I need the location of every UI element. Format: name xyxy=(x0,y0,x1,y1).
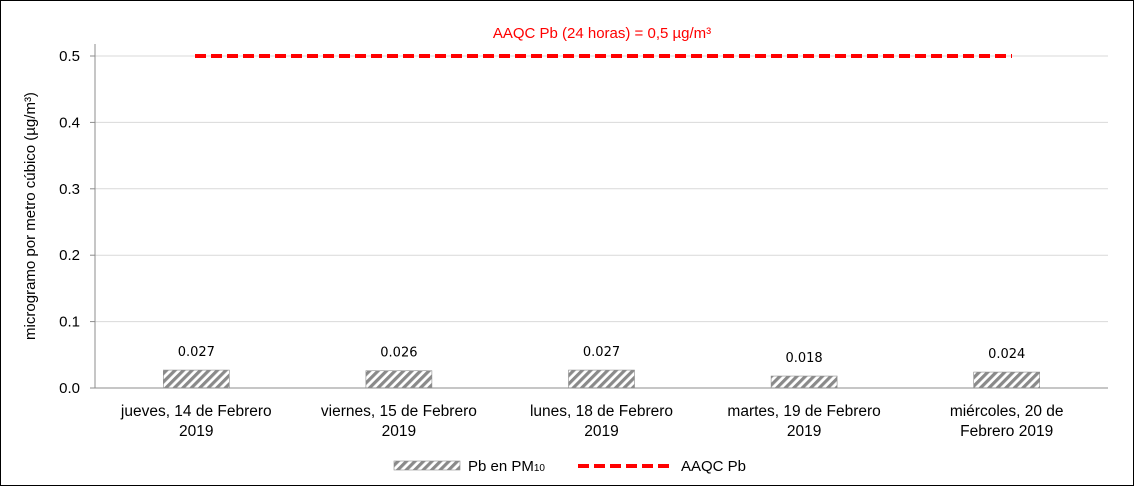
y-axis-title: microgramo por metro cúbico (µg/m³) xyxy=(22,92,39,340)
y-tick-label: 0.3 xyxy=(59,181,80,198)
y-tick-label: 0.1 xyxy=(59,314,80,331)
legend-label-reference: AAQC Pb xyxy=(681,458,746,475)
category-label: jueves, 14 de Febrero 2019 xyxy=(120,403,272,440)
category-label: miércoles, 20 de Febrero 2019 xyxy=(950,403,1064,440)
data-label: 0.027 xyxy=(178,345,215,360)
bar xyxy=(365,370,433,389)
bar xyxy=(163,369,230,389)
category-labels: jueves, 14 de Febrero 2019 viernes, 15 de … xyxy=(120,403,1064,440)
category-label: viernes, 15 de Febrero 2019 xyxy=(321,403,477,440)
data-label: 0.026 xyxy=(380,346,417,361)
bar xyxy=(973,371,1041,389)
legend: Pb en PM10 AAQC Pb xyxy=(393,458,746,475)
legend-label-bars: Pb en PM10 xyxy=(468,458,545,475)
reference-annotation: AAQC Pb (24 horas) = 0,5 µg/m³ xyxy=(493,25,711,42)
category-label: lunes, 18 de Febrero 2019 xyxy=(530,403,673,440)
data-label: 0.024 xyxy=(988,347,1025,362)
category-label: martes, 19 de Febrero 2019 xyxy=(727,403,880,440)
bar xyxy=(770,375,838,389)
y-tick-label: 0.2 xyxy=(59,247,80,264)
bar xyxy=(568,369,635,389)
data-label: 0.027 xyxy=(583,345,620,360)
y-tick-label: 0.0 xyxy=(59,380,80,397)
data-labels: 0.027 0.026 0.027 0.018 0.024 xyxy=(178,345,1026,366)
y-tick-label: 0.5 xyxy=(59,48,80,65)
legend-swatch-bars xyxy=(393,460,461,471)
y-tick-labels: 0.0 0.1 0.2 0.3 0.4 0.5 xyxy=(59,48,95,397)
data-label: 0.018 xyxy=(785,351,822,366)
y-tick-label: 0.4 xyxy=(59,114,80,131)
